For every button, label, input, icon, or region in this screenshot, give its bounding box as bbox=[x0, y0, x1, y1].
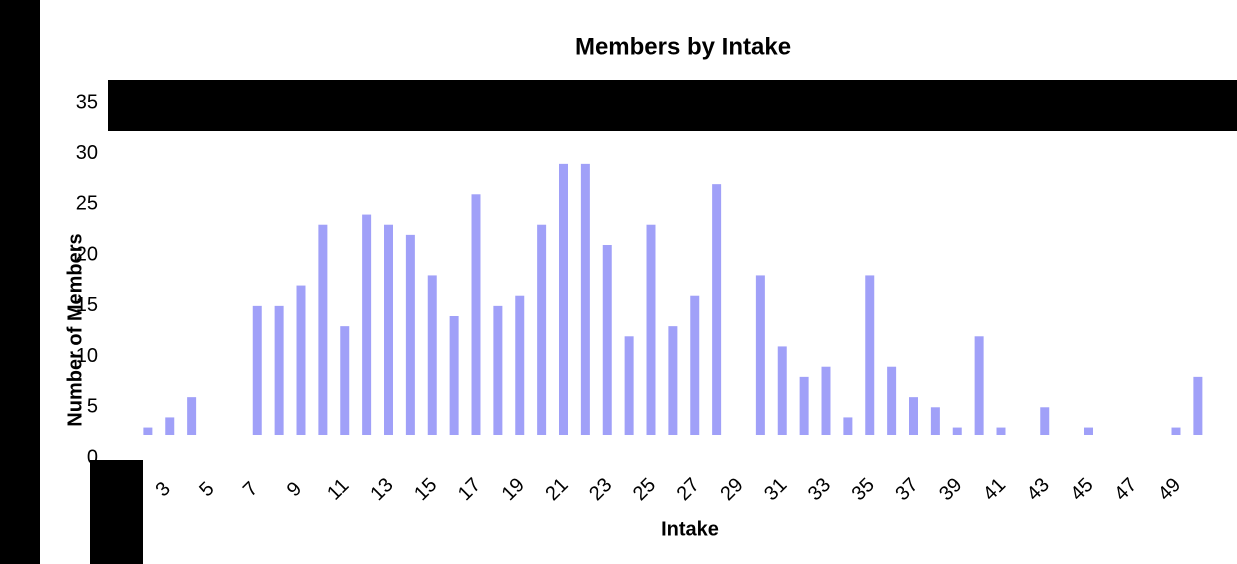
bar bbox=[909, 397, 918, 435]
bar bbox=[252, 305, 262, 435]
bar bbox=[274, 305, 284, 435]
x-tick-label: 7 bbox=[239, 478, 262, 501]
bar bbox=[187, 397, 197, 435]
x-tick-label: 47 bbox=[1110, 474, 1141, 505]
bar bbox=[1040, 407, 1050, 435]
y-axis-label: Number of Members bbox=[64, 233, 86, 426]
bar bbox=[1171, 427, 1181, 435]
x-tick-label: 3 bbox=[152, 478, 175, 501]
bar bbox=[690, 295, 700, 435]
x-tick-label: 31 bbox=[760, 474, 791, 505]
x-tick-label: 45 bbox=[1066, 474, 1097, 505]
x-tick-label: 13 bbox=[366, 474, 397, 505]
x-tick-label: 11 bbox=[323, 474, 353, 504]
x-tick-label: 17 bbox=[454, 474, 485, 505]
bar bbox=[580, 163, 590, 435]
redaction bbox=[90, 460, 143, 564]
bar bbox=[887, 366, 897, 435]
bar bbox=[646, 224, 656, 435]
x-tick-label: 5 bbox=[195, 478, 218, 501]
y-tick-label: 30 bbox=[76, 142, 98, 164]
bar bbox=[865, 275, 875, 435]
bar bbox=[777, 346, 787, 435]
bar bbox=[362, 214, 372, 435]
bar bbox=[755, 275, 765, 435]
bar bbox=[1193, 376, 1203, 435]
bar bbox=[405, 234, 415, 435]
x-axis-label: Intake bbox=[661, 518, 719, 540]
y-tick-label: 20 bbox=[76, 243, 98, 265]
bar bbox=[1084, 427, 1093, 435]
bar bbox=[559, 163, 568, 435]
x-tick-label: 25 bbox=[629, 474, 660, 505]
bar bbox=[974, 336, 984, 435]
bar bbox=[493, 305, 503, 435]
y-tick-label: 10 bbox=[76, 345, 98, 367]
chart-title: Members by Intake bbox=[575, 33, 791, 60]
y-tick-label: 5 bbox=[87, 396, 98, 418]
bar bbox=[340, 326, 350, 435]
bar bbox=[821, 366, 831, 435]
x-tick-label: 39 bbox=[935, 474, 966, 505]
x-tick-label: 23 bbox=[585, 474, 616, 505]
y-tick-label: 35 bbox=[76, 91, 98, 113]
bar bbox=[602, 245, 612, 435]
x-tick-label: 41 bbox=[979, 474, 1010, 505]
bar bbox=[165, 417, 175, 435]
x-tick-label: 37 bbox=[891, 474, 922, 505]
bar bbox=[318, 224, 328, 435]
bar bbox=[624, 336, 634, 435]
bar bbox=[296, 285, 306, 435]
bar bbox=[471, 194, 481, 435]
bar bbox=[427, 275, 437, 435]
bar bbox=[930, 407, 940, 435]
redaction bbox=[0, 0, 40, 564]
y-tick-label: 25 bbox=[76, 193, 98, 215]
x-tick-label: 43 bbox=[1023, 474, 1054, 505]
bar bbox=[515, 295, 525, 435]
bar bbox=[537, 224, 547, 435]
bar bbox=[799, 376, 809, 435]
y-tick-label: 0 bbox=[87, 446, 98, 468]
x-tick-label: 29 bbox=[716, 474, 747, 505]
bar bbox=[384, 224, 393, 435]
bar bbox=[952, 427, 962, 435]
x-tick-label: 35 bbox=[848, 474, 879, 505]
x-tick-label: 19 bbox=[498, 474, 529, 505]
redaction bbox=[108, 80, 1237, 131]
y-tick-label: 15 bbox=[76, 294, 98, 316]
x-tick-label: 33 bbox=[804, 474, 835, 505]
bar bbox=[712, 184, 722, 435]
bar bbox=[143, 427, 153, 435]
bar bbox=[996, 427, 1006, 435]
bar bbox=[843, 417, 853, 435]
x-tick-label: 15 bbox=[410, 474, 441, 505]
x-tick-label: 27 bbox=[673, 474, 704, 505]
x-tick-label: 49 bbox=[1154, 474, 1185, 505]
x-tick-label: 9 bbox=[283, 478, 306, 501]
x-tick-label: 21 bbox=[541, 474, 572, 505]
bar bbox=[668, 326, 678, 435]
bar bbox=[449, 316, 459, 435]
